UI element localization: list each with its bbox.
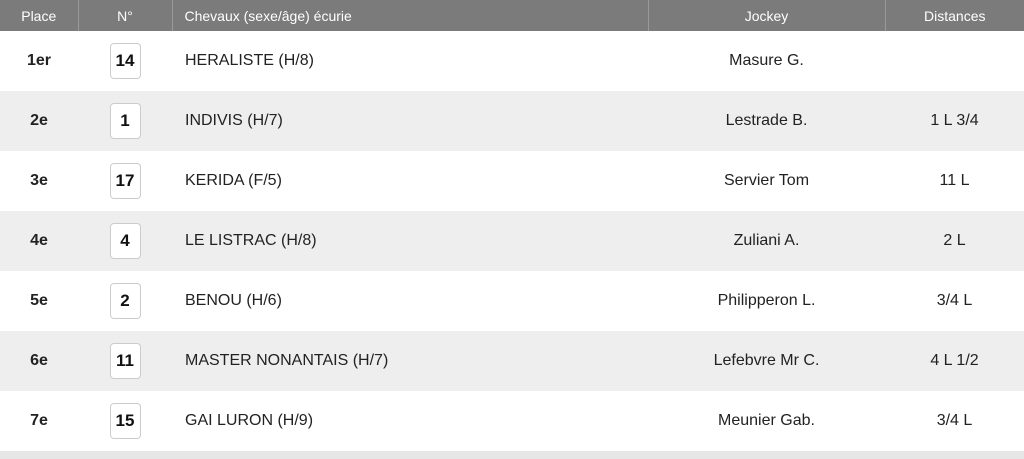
header-jockey[interactable]: Jockey <box>647 0 885 31</box>
jockey-cell[interactable]: Masure G. <box>648 31 885 91</box>
jockey-cell[interactable]: Lestrade B. <box>648 91 885 151</box>
header-horse[interactable]: Chevaux (sexe/âge) écurie <box>171 0 648 31</box>
table-row[interactable]: 1er 14 HERALISTE (H/8) Masure G. <box>0 31 1024 91</box>
table-header: Place N° Chevaux (sexe/âge) écurie Jocke… <box>0 0 1024 31</box>
horse-cell[interactable]: MASTER NONANTAIS (H/7) <box>172 331 648 391</box>
horse-cell[interactable]: LE LISTRAC (H/8) <box>172 211 648 271</box>
table-row[interactable]: 2e 1 INDIVIS (H/7) Lestrade B. 1 L 3/4 <box>0 91 1024 151</box>
horse-cell[interactable]: BENOU (H/6) <box>172 271 648 331</box>
distance-cell: 2 L <box>885 211 1024 271</box>
number-badge: 1 <box>109 103 141 139</box>
number-badge: 4 <box>109 223 141 259</box>
number-cell: 1 <box>78 91 172 151</box>
table-row[interactable]: 7e 15 GAI LURON (H/9) Meunier Gab. 3/4 L <box>0 391 1024 451</box>
horse-cell[interactable]: GAI LURON (H/9) <box>172 391 648 451</box>
header-distances[interactable]: Distances <box>884 0 1024 31</box>
number-badge: 17 <box>109 163 141 199</box>
distance-cell: 11 L <box>885 151 1024 211</box>
number-cell: 14 <box>78 31 172 91</box>
number-badge: 2 <box>109 283 141 319</box>
distance-cell: 3/4 L <box>885 391 1024 451</box>
number-cell: 11 <box>78 331 172 391</box>
jockey-cell[interactable]: Meunier Gab. <box>648 391 885 451</box>
place-cell: 6e <box>0 331 78 391</box>
header-number[interactable]: N° <box>77 0 172 31</box>
distance-cell: 4 L 1/2 <box>885 331 1024 391</box>
table-row[interactable]: 4e 4 LE LISTRAC (H/8) Zuliani A. 2 L <box>0 211 1024 271</box>
number-cell: 2 <box>78 271 172 331</box>
header-place[interactable]: Place <box>0 0 78 31</box>
table-row[interactable]: 5e 2 BENOU (H/6) Philipperon L. 3/4 L <box>0 271 1024 331</box>
place-cell: 3e <box>0 151 78 211</box>
place-cell: 1er <box>0 31 78 91</box>
horse-cell[interactable]: HERALISTE (H/8) <box>172 31 648 91</box>
number-badge: 11 <box>109 343 141 379</box>
distance-cell: 1 L 3/4 <box>885 91 1024 151</box>
horse-cell[interactable]: INDIVIS (H/7) <box>172 91 648 151</box>
number-cell: 17 <box>78 151 172 211</box>
jockey-cell[interactable]: Philipperon L. <box>648 271 885 331</box>
jockey-cell[interactable]: Zuliani A. <box>648 211 885 271</box>
number-cell: 4 <box>78 211 172 271</box>
horse-cell[interactable]: KERIDA (F/5) <box>172 151 648 211</box>
place-cell: 4e <box>0 211 78 271</box>
distance-cell: 3/4 L <box>885 271 1024 331</box>
place-cell: 2e <box>0 91 78 151</box>
place-cell: 7e <box>0 391 78 451</box>
jockey-cell[interactable]: Servier Tom <box>648 151 885 211</box>
number-badge: 14 <box>109 43 141 79</box>
table-row[interactable]: 3e 17 KERIDA (F/5) Servier Tom 11 L <box>0 151 1024 211</box>
distance-cell <box>885 31 1024 91</box>
place-cell: 5e <box>0 271 78 331</box>
number-badge: 15 <box>109 403 141 439</box>
jockey-cell[interactable]: Lefebvre Mr C. <box>648 331 885 391</box>
table-row[interactable]: 6e 11 MASTER NONANTAIS (H/7) Lefebvre Mr… <box>0 331 1024 391</box>
number-cell: 15 <box>78 391 172 451</box>
